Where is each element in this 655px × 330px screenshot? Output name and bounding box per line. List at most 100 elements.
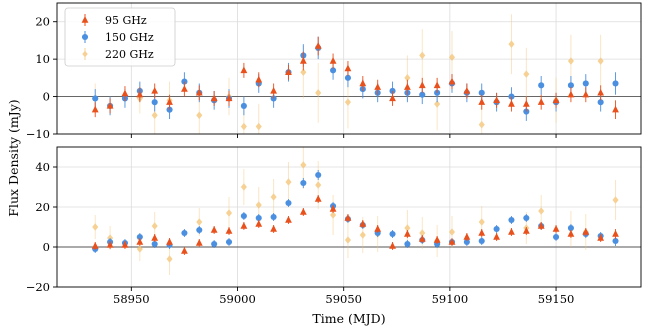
data-point	[195, 88, 203, 96]
axes-frame	[56, 2, 642, 135]
data-point	[597, 234, 605, 241]
data-point	[151, 111, 158, 120]
data-point	[448, 238, 456, 245]
data-point	[225, 209, 233, 217]
data-point	[478, 218, 485, 226]
y-tick-label: 20	[35, 200, 50, 214]
plot-area	[91, 14, 619, 134]
x-tick-label: 59000	[219, 292, 256, 306]
data-point	[314, 195, 322, 202]
data-point	[597, 99, 604, 106]
data-point	[106, 241, 114, 248]
data-point	[151, 234, 159, 241]
data-point	[404, 83, 411, 90]
data-point	[121, 89, 129, 97]
legend-item	[82, 48, 88, 60]
data-point	[389, 230, 396, 238]
x-tick-label: 59100	[432, 292, 469, 306]
data-point	[344, 74, 351, 81]
data-point	[478, 229, 486, 236]
data-point	[612, 230, 619, 237]
data-point	[315, 171, 322, 179]
data-point	[136, 233, 143, 241]
data-point	[210, 226, 218, 233]
data-point	[612, 196, 619, 204]
axes-frame	[56, 146, 642, 288]
data-point	[433, 81, 441, 89]
data-point	[493, 96, 500, 104]
data-point	[522, 227, 530, 234]
data-point	[522, 100, 530, 107]
data-point	[196, 218, 203, 226]
data-point	[448, 53, 456, 62]
data-point	[181, 247, 188, 254]
x-tick-label: 59050	[325, 292, 362, 306]
x-tick-label: 59150	[538, 292, 575, 306]
data-point	[389, 94, 396, 102]
series-95-ghz	[91, 195, 619, 255]
data-point	[255, 122, 262, 131]
data-point	[612, 80, 619, 87]
data-point	[344, 236, 351, 244]
y-tick-label: 0	[43, 90, 50, 104]
data-point	[433, 236, 441, 243]
data-point	[166, 238, 173, 245]
legend-label: 220 GHz	[105, 48, 154, 61]
data-point	[434, 100, 441, 108]
data-point	[582, 90, 590, 98]
data-point	[285, 68, 292, 75]
data-point	[136, 90, 144, 98]
data-point	[166, 255, 173, 263]
data-point	[567, 57, 574, 65]
data-point	[300, 179, 307, 187]
data-point	[538, 82, 545, 89]
data-point	[151, 240, 158, 248]
data-point	[523, 70, 530, 78]
data-point	[359, 79, 367, 87]
y-tick-label: −10	[26, 127, 50, 141]
data-point	[210, 94, 218, 102]
data-point	[552, 233, 560, 241]
data-point	[404, 224, 411, 232]
legend-item	[81, 14, 89, 26]
data-point	[567, 82, 574, 89]
data-point	[314, 42, 322, 49]
data-point	[404, 230, 411, 237]
series-95-ghz	[91, 36, 619, 120]
data-point	[270, 225, 278, 232]
legend-marker	[81, 33, 89, 41]
panels: −10 0 10 20 −20 0 20 40 58950 59000 59050 59100 5915…	[26, 2, 642, 306]
data-point	[240, 212, 247, 220]
y-tick-label: 20	[35, 15, 50, 29]
data-point	[552, 225, 560, 232]
data-point	[374, 225, 382, 232]
data-point	[225, 94, 233, 102]
legend-box	[64, 7, 176, 67]
data-point	[508, 100, 515, 107]
series-220-ghz	[92, 147, 619, 275]
data-point	[478, 98, 486, 105]
x-tick-label: 58950	[113, 292, 150, 306]
data-point	[418, 81, 426, 89]
data-point	[240, 102, 247, 109]
data-point	[508, 40, 515, 48]
panel-1: −10 0 10 20	[26, 2, 642, 141]
data-point	[359, 231, 366, 239]
data-point	[196, 111, 203, 120]
data-point	[91, 105, 99, 113]
data-point	[151, 99, 158, 106]
y-tick-label: −20	[26, 280, 50, 294]
data-point	[181, 85, 188, 92]
data-point	[315, 89, 322, 97]
data-point	[195, 239, 203, 246]
data-point	[211, 240, 218, 248]
data-point	[493, 225, 500, 233]
data-point	[389, 242, 396, 249]
data-point	[508, 228, 515, 235]
data-point	[552, 96, 560, 104]
data-point	[597, 57, 604, 65]
data-point	[597, 88, 605, 96]
data-point	[136, 245, 143, 253]
data-point	[315, 181, 322, 189]
